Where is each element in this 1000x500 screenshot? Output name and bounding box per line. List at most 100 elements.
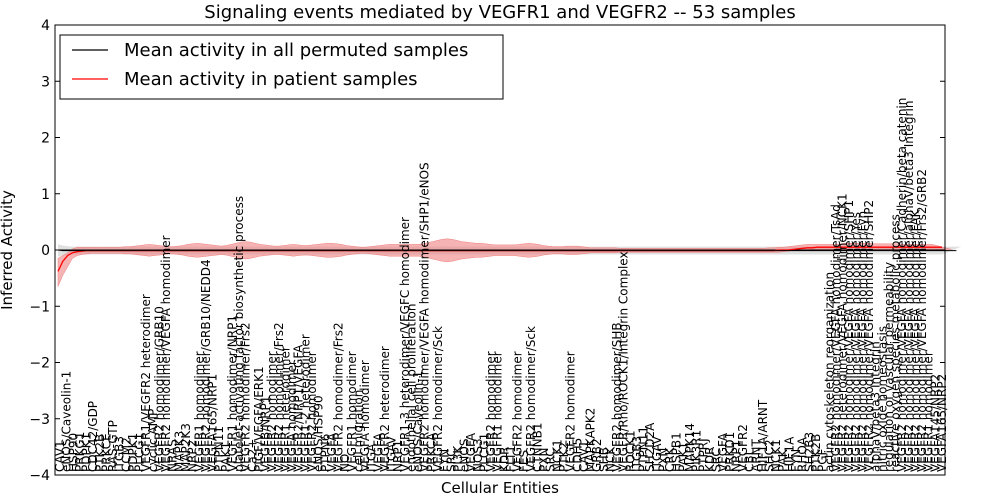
x-entity-label: VEGFR2 homodimer/Frs2: [332, 322, 346, 472]
y-axis: 4 3 2 1 0 −1 −2 −3 −4: [29, 18, 945, 484]
x-entity-label: platelet-activating factor biosynthetic …: [232, 196, 246, 472]
x-entity-label: CRK: [663, 446, 677, 472]
x-entity-label: VEGFA homodimer: [358, 360, 372, 472]
x-entity-label: VEGFB/NRP1: [259, 396, 273, 472]
x-entity-label: NO: [338, 454, 352, 472]
x-entity-label: cell migration: [351, 390, 365, 472]
x-entity-label: NCK: [603, 446, 617, 472]
plot-area: [55, 238, 962, 287]
x-entity-label: VEGFR2 homodimer/Sck: [524, 326, 538, 472]
x-entity-label: Ca2+: [245, 439, 259, 472]
x-entity-label: KDR: [703, 447, 717, 472]
y-tick-label: 4: [41, 18, 50, 34]
x-entity-label: endothelial cell proliferation: [405, 304, 419, 472]
x-entity-label: CAV1: [577, 440, 591, 472]
x-entity-label: VEGFR2 homodimer/VEGFA homodimer/TsAd: [829, 204, 843, 472]
x-entity-label: SHB: [597, 447, 611, 472]
chart-title: Signaling events mediated by VEGFR1 and …: [204, 2, 795, 23]
x-entity-label: HIF1A/ARNT: [756, 399, 770, 472]
x-entity-label: ITGAV: [650, 435, 664, 472]
x-entity-label: VEGFR2 homodimer: [265, 351, 279, 472]
x-entity-label: NCK1: [769, 439, 783, 472]
x-entity-label: VEGFR2 homodimer: [564, 351, 578, 472]
x-entity-label: ITGB3: [113, 436, 127, 472]
x-entity-label: NOS3: [471, 438, 485, 472]
x-entity-label: CCM2: [119, 437, 133, 472]
x-entity-label: VEGFR2 homodimer/VEGFA homodimer/alphaV/…: [902, 101, 916, 472]
x-entity-label: PIK3R1: [690, 430, 704, 472]
x-entity-label: RAS-GTP: [106, 420, 120, 472]
x-entity-label: ROCK1: [623, 430, 637, 472]
x-entity-label: actin cytoskeleton reorganization: [822, 272, 836, 472]
x-entity-label: VEGFR2: [736, 424, 750, 472]
x-entity-label: PI3K: [451, 445, 465, 472]
x-entity-label: PTPRJ: [696, 438, 710, 472]
x-entity-label: VEGFR2 homodimer/VEGFA homodimer/Yes: [849, 212, 863, 472]
x-entity-label: PTPN11: [637, 426, 651, 472]
x-entity-label: VEGFR2 homodimer/GRB10/NEDD4: [199, 259, 213, 472]
x-entity-label: VEGFR2 homodimer/VEGFA homodimer/SHP1/eN…: [418, 162, 432, 472]
x-entity-label: PTK2: [557, 442, 571, 472]
x-entity-label: CBL: [743, 448, 757, 472]
x-entity-label: SH2D2A: [643, 422, 657, 472]
y-tick-label: −3: [29, 412, 50, 428]
x-entity-label: regulation of vascular permeability: [882, 262, 896, 472]
x-entity-label: NRP1: [391, 440, 405, 472]
legend-label-patient: Mean activity in patient samples: [124, 69, 418, 90]
x-entity-label: VEGFR2 homodimer/Frs2: [239, 322, 253, 472]
x-entity-label: VEGFR2 homodimer: [305, 351, 319, 472]
x-entity-label: CTNNB1: [531, 422, 545, 472]
x-entity-label: VEGFA homodimer: [285, 360, 299, 472]
y-tick-label: 1: [41, 187, 50, 203]
x-entity-label: SH2B3: [802, 432, 816, 472]
x-entity-label: VEGFR2 homodimer/VEGFA homodimer/SHP2: [862, 200, 876, 472]
x-entity-label: MAPK3: [172, 431, 186, 472]
x-entity-label: VEGFR1/VEGFR2 heterodimer: [139, 294, 153, 472]
x-entity-label: VEGFR2 heterodimer/VEGFA homodimer/NCK1: [836, 193, 850, 472]
x-entity-label: VEGFR2 homodimer/VEGFA homodimer/FAK: [909, 208, 923, 472]
x-entity-label: VEGFA: [325, 432, 339, 472]
x-entity-label: VEGFR2 homodimer/VEGFA homodimer/Frs2/GR…: [915, 169, 929, 472]
x-entity-label: VEGFA: [716, 432, 730, 472]
x-entity-label: PAK1: [676, 442, 690, 472]
x-entity-label: MAPKAPK2: [584, 408, 598, 472]
y-tick-label: 3: [41, 74, 50, 90]
legend: Mean activity in all permuted samples Me…: [59, 34, 504, 100]
x-entity-label: PDPK1: [126, 433, 140, 472]
x-entity-label: ITGAV: [385, 435, 399, 472]
x-entity-label: eNOS/Caveolin-1: [411, 371, 425, 472]
x-entity-label: PTK2B: [809, 434, 823, 472]
x-axis-label: Cellular Entities: [441, 479, 559, 497]
x-entity-label: alphaV/beta3 Integrin: [869, 341, 883, 472]
x-entity-label: VEGFR2 homodimer/Frs2: [272, 322, 286, 472]
x-entity-label: MAPK14: [683, 423, 697, 472]
x-entity-label: PRKCE: [99, 433, 113, 472]
legend-box: [59, 34, 504, 100]
x-entity-label: CDH5: [570, 438, 584, 472]
x-entity-label: PTPN11: [212, 426, 226, 472]
x-entity-label: KDR: [497, 447, 511, 472]
x-entity-label: VEGFR1 homodimer: [922, 351, 936, 472]
x-entity-label: PTPN6: [318, 434, 332, 472]
x-entity-label: VEGFR2 homodimer/VEGFA homodimer: [159, 235, 173, 472]
x-entity-label: SRC: [710, 448, 724, 472]
x-entity-label: FYN: [789, 449, 803, 472]
x-entity-label: HSP90: [66, 433, 80, 472]
y-tick-label: 0: [41, 243, 50, 259]
x-entity-label: SRC: [444, 448, 458, 472]
permuted-mean-line: [57, 249, 957, 252]
y-axis-label: Inferred Activity: [0, 190, 16, 310]
legend-label-permuted: Mean activity in all permuted samples: [124, 40, 468, 61]
x-entity-label: VEGFR1 homodimer: [491, 351, 505, 472]
x-entity-label: PXN: [657, 448, 671, 472]
x-entity-label: PRKG1: [73, 432, 87, 472]
x-entity-label: PRKCA: [424, 432, 438, 472]
x-entity-label: PTK2B: [93, 434, 107, 472]
x-entity-label: FLT1: [504, 445, 518, 472]
x-entity-label: HSPB1: [670, 432, 684, 472]
x-entity-label: VEGFA165/NRP1: [206, 374, 220, 472]
x-entity-label: eNOS: [458, 439, 472, 472]
y-tick-label: −2: [29, 356, 50, 372]
x-entity-label: PIGF/VEGFA/ERK1: [252, 366, 266, 472]
